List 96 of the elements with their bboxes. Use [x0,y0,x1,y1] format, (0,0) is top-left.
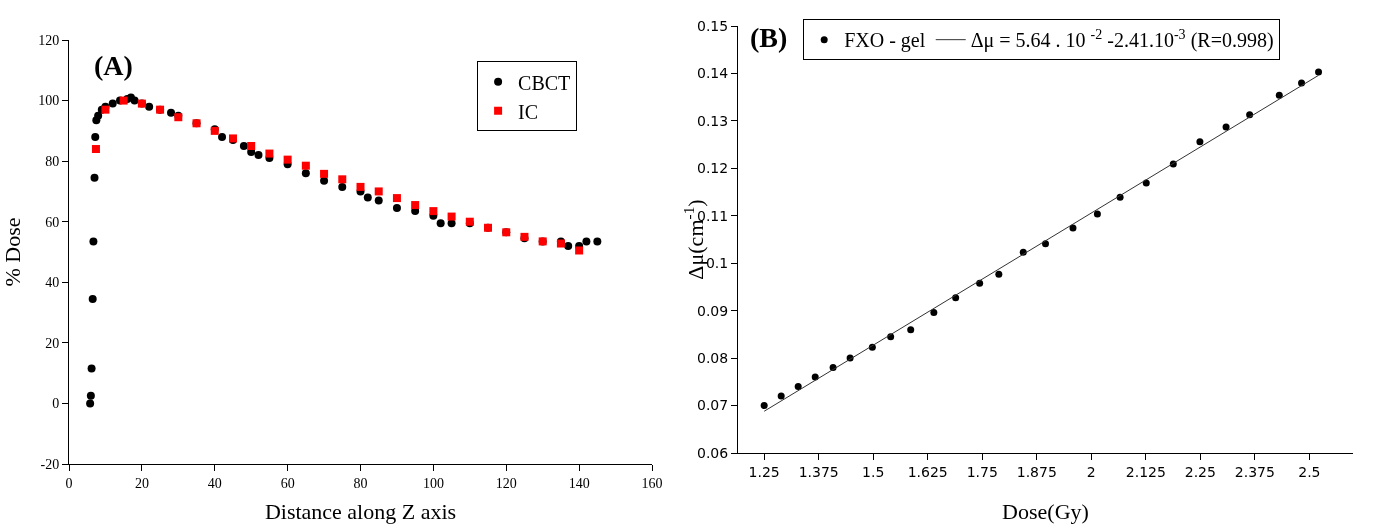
x-tick-label: 0 [65,475,73,491]
point [392,204,401,213]
point [564,241,573,250]
point [301,169,310,178]
point [90,173,99,182]
legend-label: IC [518,100,539,123]
legend-label: FXO - gel [844,29,926,53]
point [575,246,584,255]
point [338,182,347,191]
x-tick-label: 60 [280,475,295,491]
y-tick-label: 120 [38,32,60,48]
point [907,326,915,334]
y-tick-label: 100 [38,93,60,109]
x-tick-label: 40 [207,475,222,491]
x-axis-title: Dose(Gy) [1002,499,1089,524]
point [930,309,938,317]
point [777,392,785,400]
point [593,237,602,246]
point [89,237,98,246]
y-tick-label: -20 [40,456,60,472]
point [1196,138,1204,146]
point [86,399,95,408]
point [108,99,117,108]
y-tick-label: 0.07 [697,397,729,414]
point [760,402,768,410]
x-tick-label: 120 [495,475,517,491]
y-tick-label: 20 [45,335,60,351]
x-tick-label: 100 [422,475,444,491]
point [283,155,292,164]
x-tick-label: 2.25 [1184,463,1216,480]
point [436,219,445,228]
x-tick-label: 1.25 [748,463,780,480]
point [1093,210,1101,218]
point [239,142,248,150]
point [145,102,154,111]
x-tick-label: 20 [134,475,149,491]
point [254,151,263,160]
point [265,149,274,158]
y-tick-label: 40 [45,275,60,291]
point [447,212,456,221]
point [247,142,256,150]
x-axis-title: Distance along Z axis [264,499,457,524]
y-tick-label: 0 [52,396,60,412]
x-tick-label: 1.375 [798,463,839,480]
point [87,364,96,373]
point [374,187,383,196]
annotation: (B) [750,22,788,53]
point [356,182,365,191]
point [86,391,95,400]
x-tick-label: 2.375 [1234,463,1275,480]
point [338,175,347,184]
point [167,108,176,117]
x-tick-label: 2 [1086,463,1096,480]
legend-label: CBCT [518,71,571,94]
point [392,194,401,203]
x-tick-label: 2.5 [1298,463,1321,480]
y-axis-title: % Dose [0,217,25,287]
point [582,237,591,246]
point [794,383,802,391]
x-tick-label: 2.125 [1125,463,1166,480]
x-tick-label: 1.875 [1016,463,1057,480]
y-tick-label: 0.08 [697,350,729,367]
point [91,132,100,141]
point [995,270,1003,278]
point [320,169,329,178]
point [363,193,372,202]
x-tick-label: 1.75 [966,463,998,480]
point [1069,224,1077,232]
x-tick-label: 160 [641,475,663,491]
point [119,96,128,105]
y-tick-label: 0.14 [697,65,729,82]
x-tick-label: 140 [568,475,590,491]
y-tick-label: 0.06 [697,444,729,461]
point [91,145,100,154]
y-tick-label: 0.12 [697,160,729,177]
point [94,111,103,120]
y-tick-label: 0.13 [697,112,729,129]
x-tick-label: 1.5 [862,463,885,480]
point [429,207,438,216]
point [130,96,139,105]
point [88,294,97,303]
y-tick-label: 0.15 [697,17,729,34]
point [320,176,329,185]
point [374,196,383,205]
x-tick-label: 1.625 [907,463,948,480]
point [411,201,420,210]
x-tick-label: 80 [353,475,368,491]
annotation: (A) [94,50,133,81]
point [1222,123,1230,131]
point [218,132,227,141]
y-tick-label: 80 [45,154,60,170]
y-tick-label: 0.09 [697,302,729,319]
y-tick-label: 60 [45,214,60,230]
legend-label: Δμ = 5.64 . 10 $^{-2}$ -2.41.10$^{-3}$ (R=0.998) [970,27,1274,53]
point [301,161,310,170]
point [1315,68,1323,76]
